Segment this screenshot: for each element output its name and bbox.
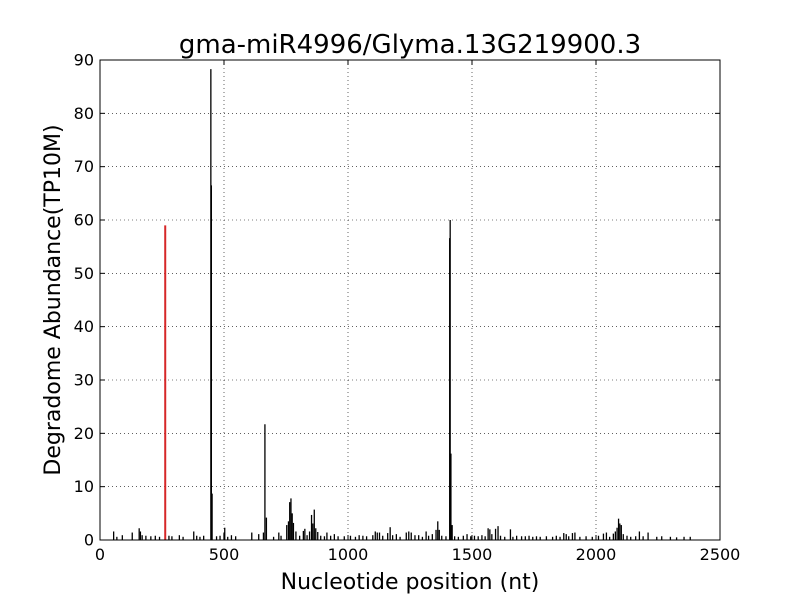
y-tick-label: 30 — [74, 371, 94, 390]
x-tick-label: 500 — [209, 545, 240, 564]
x-tick-label: 1000 — [328, 545, 369, 564]
y-tick-label: 10 — [74, 477, 94, 496]
y-tick-label: 60 — [74, 211, 94, 230]
y-tick-label: 70 — [74, 157, 94, 176]
x-tick-label: 1500 — [452, 545, 493, 564]
y-axis-label: Degradome Abundance(TP10M) — [41, 124, 66, 475]
x-axis-label: Nucleotide position (nt) — [281, 570, 540, 595]
y-tick-label: 40 — [74, 317, 94, 336]
grid-lines — [99, 59, 721, 541]
x-tick-label: 0 — [95, 545, 105, 564]
y-tick-label: 90 — [74, 51, 94, 70]
x-tick-label: 2000 — [576, 545, 617, 564]
y-tick-label: 20 — [74, 424, 94, 443]
x-tick-label: 2500 — [700, 545, 741, 564]
axis-ticks: 0 500 1000 1500 2000 2500 0 10 20 30 40 50 60 70 80 90 — [74, 51, 741, 565]
plot-frame — [99, 59, 721, 541]
y-tick-label: 80 — [74, 104, 94, 123]
y-tick-label: 0 — [84, 531, 94, 550]
chart-title: gma-miR4996/Glyma.13G219900.3 — [179, 30, 641, 60]
bar-series — [112, 69, 691, 540]
y-tick-label: 50 — [74, 264, 94, 283]
